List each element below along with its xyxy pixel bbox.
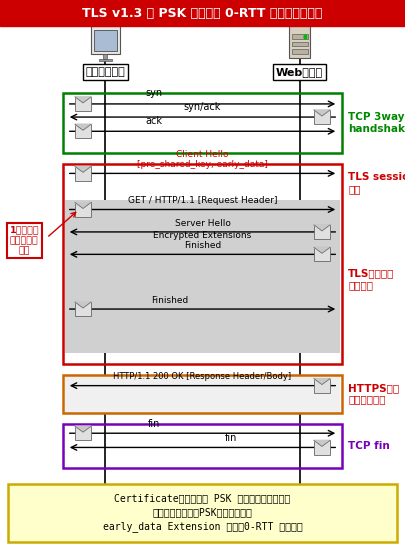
Text: HTTP/1.1 200 OK [Response Header/Body]: HTTP/1.1 200 OK [Response Header/Body]: [113, 373, 292, 381]
Text: TLS session
開始: TLS session 開始: [348, 172, 405, 194]
Bar: [63, 93, 342, 153]
Bar: [290, 25, 310, 59]
Polygon shape: [75, 426, 91, 432]
Text: TCP 3way
handshake: TCP 3way handshake: [348, 112, 405, 134]
Bar: [8, 484, 397, 542]
Bar: [0, 0, 405, 26]
Bar: [292, 34, 308, 38]
Text: Certificateの代わりに PSK でサーバ認証する。
セッション情報もPSKに含まれる。
early_data Extension により0-RTT を: Certificateの代わりに PSK でサーバ認証する。 セッション情報もP…: [102, 493, 303, 532]
Bar: [63, 164, 342, 364]
Polygon shape: [75, 124, 91, 130]
Bar: [63, 424, 342, 468]
Text: Encrypted Extensions
Finished: Encrypted Extensions Finished: [153, 231, 252, 250]
Bar: [314, 247, 330, 261]
Bar: [314, 440, 330, 455]
Polygon shape: [75, 302, 91, 308]
Bar: [314, 225, 330, 239]
Bar: [292, 42, 308, 46]
Text: TCP fin: TCP fin: [348, 441, 390, 451]
Polygon shape: [314, 440, 330, 446]
Text: GET / HTTP/1.1 [Request Header]: GET / HTTP/1.1 [Request Header]: [128, 196, 277, 205]
Text: 1往復目で
データ通信
開始: 1往復目で データ通信 開始: [9, 226, 39, 255]
Polygon shape: [314, 247, 330, 253]
Polygon shape: [75, 166, 91, 172]
Text: Webサーバ: Webサーバ: [276, 67, 323, 77]
Polygon shape: [314, 225, 330, 231]
Bar: [314, 110, 330, 124]
Text: fin: fin: [148, 419, 160, 429]
Text: Server Hello: Server Hello: [175, 219, 230, 228]
Bar: [314, 379, 330, 393]
Bar: [75, 124, 91, 138]
Bar: [99, 59, 112, 61]
Polygon shape: [314, 110, 330, 116]
Bar: [75, 97, 91, 111]
Text: TLSネゴ内容
も暗号化: TLSネゴ内容 も暗号化: [348, 268, 395, 290]
Bar: [65, 200, 340, 353]
Text: HTTPS通信
内容が暗号化: HTTPS通信 内容が暗号化: [348, 383, 399, 405]
Text: syn: syn: [145, 89, 162, 98]
Bar: [292, 49, 308, 54]
Text: Finished: Finished: [151, 296, 189, 305]
Polygon shape: [75, 202, 91, 208]
Circle shape: [304, 35, 307, 39]
Polygon shape: [314, 379, 330, 385]
Text: fin: fin: [225, 433, 237, 443]
Bar: [63, 375, 342, 413]
Bar: [75, 426, 91, 440]
Polygon shape: [75, 97, 91, 103]
Bar: [91, 26, 119, 55]
Bar: [75, 302, 91, 316]
Text: TLS v1.3 の PSK を使った 0-RTT セッション回復: TLS v1.3 の PSK を使った 0-RTT セッション回復: [82, 7, 323, 20]
Bar: [75, 166, 91, 181]
Bar: [75, 202, 91, 217]
Text: ack: ack: [145, 116, 162, 126]
Bar: [103, 55, 107, 59]
Text: クライアント: クライアント: [85, 67, 125, 77]
Bar: [94, 30, 117, 51]
Bar: [65, 375, 340, 413]
Text: Client Hello
[pre_shared_key, early_data]: Client Hello [pre_shared_key, early_data…: [137, 150, 268, 169]
Text: syn/ack: syn/ack: [184, 102, 221, 112]
